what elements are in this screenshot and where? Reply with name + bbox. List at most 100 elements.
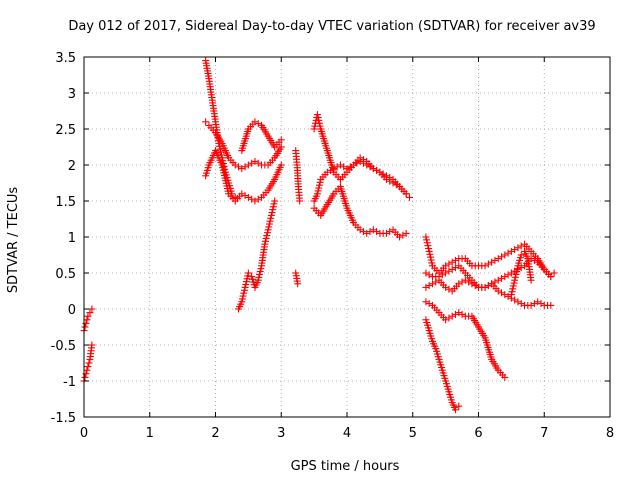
data-point: [458, 310, 466, 318]
data-point: [451, 310, 459, 318]
data-point: [481, 262, 489, 270]
data-point: [405, 193, 413, 201]
data-point: [244, 193, 252, 201]
data-point: [399, 231, 407, 239]
data-point: [507, 247, 515, 255]
data-point: [451, 406, 459, 414]
data-point: [448, 258, 456, 266]
data-point: [537, 300, 545, 308]
data-point: [271, 197, 279, 205]
y-tick-label: 3.5: [55, 51, 76, 66]
data-point: [241, 163, 249, 171]
grid: [84, 57, 610, 417]
data-point: [484, 282, 492, 290]
data-point: [425, 271, 433, 279]
data-point: [504, 271, 512, 279]
data-point: [438, 271, 446, 279]
x-tick-label: 1: [146, 426, 154, 441]
data-point: [501, 273, 509, 281]
data-point: [81, 373, 89, 381]
data-point: [445, 285, 453, 293]
data-point: [294, 280, 302, 288]
data-point: [511, 246, 519, 254]
data-point: [386, 228, 394, 236]
data-point: [484, 260, 492, 268]
data-point: [277, 136, 285, 144]
data-point: [277, 161, 285, 169]
data-point: [504, 292, 512, 300]
data-point: [498, 253, 506, 261]
y-axis-label: SDTVAR / TECUs: [6, 187, 21, 294]
chart-title: Day 012 of 2017, Sidereal Day-to-day VTE…: [68, 19, 595, 34]
data-point: [517, 300, 525, 308]
data-point: [88, 305, 96, 313]
data-point: [359, 228, 367, 236]
data-point: [534, 298, 542, 306]
data-point: [432, 278, 440, 286]
data-point: [382, 229, 390, 237]
data-point: [83, 366, 91, 374]
data-point: [81, 323, 89, 331]
data-point: [84, 363, 92, 371]
data-point: [373, 228, 381, 236]
data-point: [248, 159, 256, 167]
data-point: [517, 251, 525, 259]
x-tick-label: 8: [606, 426, 614, 441]
data-point: [235, 163, 243, 171]
data-point: [514, 298, 522, 306]
data-point: [248, 195, 256, 203]
data-point: [254, 120, 262, 128]
data-point: [402, 229, 410, 237]
x-tick-label: 0: [80, 426, 88, 441]
y-tick-label: 3: [68, 87, 76, 102]
data-point: [251, 197, 259, 205]
data-point: [86, 309, 94, 317]
data-point: [244, 269, 252, 277]
x-tick-label: 4: [343, 426, 351, 441]
data-point: [491, 256, 499, 264]
data-point: [83, 316, 91, 324]
data-point: [336, 161, 344, 169]
y-tick-label: 2.5: [55, 123, 76, 138]
axes: 0 1 2 3 4 5 6 7 8 -1.5 -1 -0.5 0 0.5 1 1.5 2 2.5 3 3.5: [51, 51, 615, 441]
data-point: [359, 156, 367, 164]
data-point: [85, 359, 93, 367]
data-point: [491, 278, 499, 286]
data-point: [527, 276, 535, 284]
data-point: [254, 159, 262, 167]
data-point: [547, 273, 555, 281]
data-point: [425, 300, 433, 308]
data-point: [451, 264, 459, 272]
data-point: [254, 195, 262, 203]
data-point: [386, 174, 394, 182]
y-tick-label: 2: [68, 159, 76, 174]
data-point: [428, 280, 436, 288]
data-point: [530, 300, 538, 308]
data-point: [422, 269, 430, 277]
data-point: [202, 118, 210, 126]
data-point: [494, 276, 502, 284]
data-point: [363, 229, 371, 237]
data-point: [244, 161, 252, 169]
data-point: [514, 244, 522, 252]
data-point: [88, 341, 96, 349]
data-point: [422, 298, 430, 306]
data-point: [455, 309, 463, 317]
y-tick-label: 0: [68, 303, 76, 318]
data-point: [277, 143, 285, 151]
data-point: [498, 289, 506, 297]
x-tick-label: 7: [540, 426, 548, 441]
data-point: [425, 282, 433, 290]
data-point: [369, 226, 377, 234]
data-point: [366, 228, 374, 236]
data-point: [251, 157, 259, 165]
data-point: [455, 402, 463, 410]
data-point: [517, 242, 525, 250]
data-point: [501, 373, 509, 381]
y-tick-label: 1.5: [55, 195, 76, 210]
data-point: [451, 256, 459, 264]
data-point: [550, 269, 558, 277]
x-tick-label: 3: [277, 426, 285, 441]
scatter-points: [80, 57, 558, 414]
data-point: [481, 283, 489, 291]
